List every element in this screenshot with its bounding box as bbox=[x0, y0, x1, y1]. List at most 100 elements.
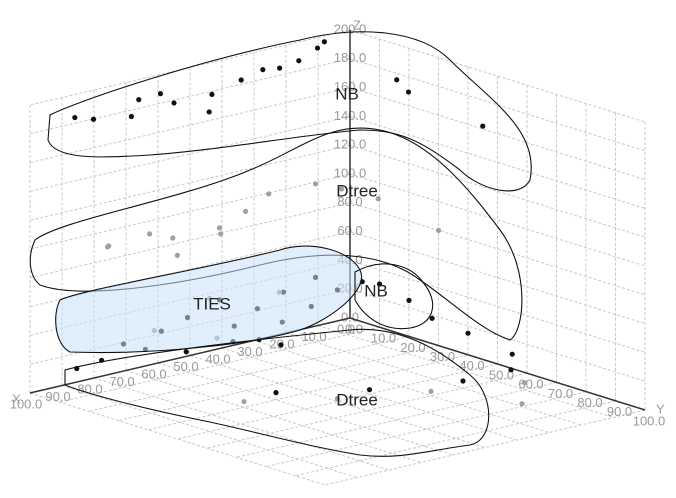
x-tick-label: 30.0 bbox=[237, 344, 262, 359]
point bbox=[508, 367, 514, 373]
point bbox=[238, 77, 244, 83]
point bbox=[366, 387, 373, 393]
point bbox=[273, 390, 279, 396]
grid-line bbox=[349, 288, 646, 382]
point bbox=[147, 231, 153, 237]
grid-line bbox=[349, 144, 646, 238]
point bbox=[170, 235, 176, 241]
cluster-outline bbox=[354, 263, 434, 330]
cluster-outline bbox=[64, 328, 490, 457]
grid-line bbox=[189, 355, 486, 448]
point bbox=[157, 91, 164, 97]
point bbox=[171, 100, 177, 106]
grid-line bbox=[157, 362, 454, 456]
cluster-outline bbox=[55, 245, 363, 354]
y-tick-label: 10.0 bbox=[371, 331, 396, 346]
point bbox=[136, 97, 142, 103]
x-tick-label: 60.0 bbox=[141, 366, 166, 381]
point bbox=[465, 330, 471, 336]
grid-line bbox=[349, 202, 646, 296]
y-tick-label: 90.0 bbox=[607, 404, 632, 419]
x-axis-label: X bbox=[12, 391, 21, 406]
point bbox=[339, 186, 345, 192]
point bbox=[405, 89, 412, 95]
grid-line bbox=[349, 173, 646, 267]
grid-line bbox=[253, 340, 550, 433]
grid-line bbox=[317, 325, 614, 418]
point bbox=[72, 114, 78, 121]
point bbox=[104, 244, 111, 250]
point bbox=[314, 45, 321, 51]
y-tick-label: 40.0 bbox=[459, 358, 484, 373]
grid-line bbox=[349, 231, 646, 325]
grid-line bbox=[349, 29, 646, 123]
y-tick-label: 70.0 bbox=[548, 386, 573, 401]
x-tick-label: 100.0 bbox=[10, 396, 43, 411]
annotation: TIES bbox=[193, 294, 231, 313]
point bbox=[296, 58, 302, 64]
grid-line bbox=[29, 392, 326, 486]
grid bbox=[29, 29, 646, 486]
point bbox=[241, 398, 247, 405]
x-tick-label: 0.0 bbox=[337, 321, 355, 336]
point bbox=[266, 191, 272, 197]
point bbox=[406, 297, 412, 303]
point bbox=[216, 225, 223, 231]
point bbox=[334, 396, 341, 402]
point bbox=[321, 39, 327, 45]
grid-line bbox=[349, 115, 646, 209]
point bbox=[183, 349, 189, 355]
point bbox=[209, 91, 215, 97]
y-axis-label: Y bbox=[656, 401, 665, 416]
point bbox=[243, 208, 249, 214]
y-axis bbox=[349, 317, 646, 411]
point bbox=[218, 231, 224, 237]
grid-line bbox=[349, 87, 646, 181]
grid-line bbox=[285, 332, 582, 426]
point bbox=[480, 123, 486, 129]
z-axis-label: Z bbox=[353, 17, 361, 32]
point bbox=[519, 401, 525, 407]
annotation: NB bbox=[335, 84, 359, 103]
x-tick-label: 10.0 bbox=[301, 329, 326, 344]
point bbox=[509, 351, 515, 357]
y-tick-label: 60.0 bbox=[518, 377, 543, 392]
point bbox=[277, 65, 283, 71]
point bbox=[428, 388, 434, 394]
point bbox=[174, 252, 180, 258]
grid-line bbox=[125, 370, 422, 463]
point bbox=[375, 196, 381, 202]
point bbox=[376, 281, 383, 287]
axes: 0.010.020.030.040.050.060.070.080.090.01… bbox=[10, 21, 666, 428]
annotation: Dtree bbox=[336, 181, 378, 200]
grid-line bbox=[349, 259, 646, 353]
point bbox=[435, 227, 442, 233]
x-tick-label: 50.0 bbox=[173, 359, 198, 374]
y-tick-label: 50.0 bbox=[489, 367, 514, 382]
grid-line bbox=[93, 377, 390, 471]
y-tick-label: 0.0 bbox=[345, 321, 363, 336]
x-tick-label: 90.0 bbox=[45, 389, 70, 404]
point bbox=[521, 380, 528, 386]
point bbox=[90, 116, 97, 122]
x-tick-label: 40.0 bbox=[205, 351, 230, 366]
point bbox=[394, 77, 400, 83]
point bbox=[278, 342, 284, 348]
x-tick-label: 80.0 bbox=[77, 381, 102, 396]
point bbox=[260, 67, 266, 73]
annotation: NB bbox=[364, 281, 388, 300]
point bbox=[312, 181, 319, 187]
point bbox=[460, 378, 466, 384]
y-tick-label: 100.0 bbox=[633, 413, 666, 428]
grid-line bbox=[349, 58, 646, 152]
point bbox=[429, 315, 435, 321]
cluster-outline bbox=[47, 31, 532, 192]
y-tick-label: 20.0 bbox=[400, 340, 425, 355]
grid-line bbox=[221, 347, 518, 441]
y-tick-label: 30.0 bbox=[430, 349, 455, 364]
y-tick-label: 80.0 bbox=[577, 395, 602, 410]
point bbox=[206, 109, 212, 115]
point bbox=[128, 113, 134, 120]
grid-line bbox=[61, 385, 358, 478]
